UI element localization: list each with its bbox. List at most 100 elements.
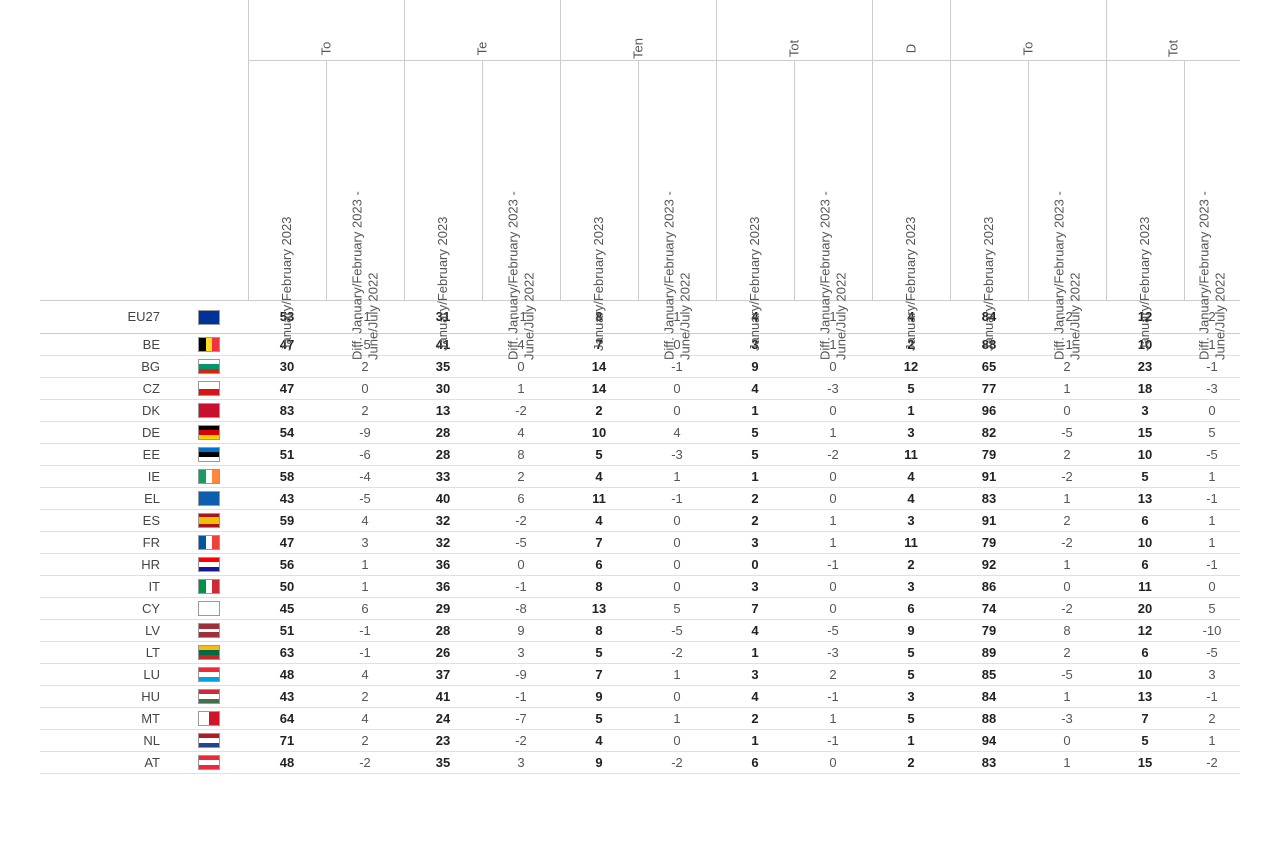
value-cell: 11: [1106, 575, 1184, 597]
country-code: CZ: [40, 377, 170, 399]
flag-ee: [198, 447, 220, 462]
table-row: FR47332-570311179-2101: [40, 531, 1240, 553]
value-cell: 13: [1106, 487, 1184, 509]
value-cell: 32: [404, 509, 482, 531]
value-cell: 6: [1106, 509, 1184, 531]
diff-cell: 3: [1184, 663, 1240, 685]
group-header: To: [950, 0, 1106, 60]
value-cell: 51: [248, 619, 326, 641]
table-row: HU43241-1904-1384113-1: [40, 685, 1240, 707]
diff-cell: 2: [1028, 641, 1106, 663]
value-cell: 3: [872, 685, 950, 707]
value-cell: 41: [404, 685, 482, 707]
value-cell: 84: [950, 685, 1028, 707]
value-cell: 28: [404, 619, 482, 641]
value-cell: 2: [716, 707, 794, 729]
value-cell: 79: [950, 443, 1028, 465]
diff-cell: 1: [1184, 729, 1240, 751]
value-cell: 56: [248, 553, 326, 575]
value-cell: 7: [560, 531, 638, 553]
diff-cell: -2: [1028, 465, 1106, 487]
value-cell: 18: [1106, 377, 1184, 399]
flag-eu27: [198, 310, 220, 325]
value-cell: 4: [560, 509, 638, 531]
value-cell: 59: [248, 509, 326, 531]
country-code: BG: [40, 355, 170, 377]
group-header: Ten: [560, 0, 716, 60]
value-cell: 43: [248, 685, 326, 707]
country-code: BE: [40, 333, 170, 355]
country-code: DE: [40, 421, 170, 443]
value-cell: 77: [950, 377, 1028, 399]
table-row: LU48437-97132585-5103: [40, 663, 1240, 685]
diff-cell: -2: [1184, 751, 1240, 773]
value-cell: 63: [248, 641, 326, 663]
diff-cell: 1: [794, 509, 872, 531]
group-header: Tot: [1106, 0, 1240, 60]
value-cell: 2: [716, 509, 794, 531]
value-cell: 6: [1106, 553, 1184, 575]
table-row: LV51-12898-54-5979812-10: [40, 619, 1240, 641]
value-cell: 10: [1106, 531, 1184, 553]
table-row: MT64424-75121588-372: [40, 707, 1240, 729]
diff-cell: 9: [482, 619, 560, 641]
country-code: IT: [40, 575, 170, 597]
value-cell: 6: [716, 751, 794, 773]
col-diff: Diff. January/February 2023 -June/July 2…: [482, 60, 560, 300]
value-cell: 36: [404, 553, 482, 575]
value-cell: 6: [560, 553, 638, 575]
value-cell: 79: [950, 531, 1028, 553]
value-cell: 3: [716, 575, 794, 597]
value-cell: 35: [404, 751, 482, 773]
value-cell: 91: [950, 509, 1028, 531]
diff-cell: -5: [482, 531, 560, 553]
value-cell: 85: [950, 663, 1028, 685]
sub-header-row: January/February 2023Diff. January/Febru…: [40, 60, 1240, 300]
value-cell: 28: [404, 443, 482, 465]
value-cell: 6: [1106, 641, 1184, 663]
value-cell: 3: [716, 531, 794, 553]
value-cell: 5: [1106, 729, 1184, 751]
value-cell: 3: [872, 575, 950, 597]
table-row: CZ4703011404-3577118-3: [40, 377, 1240, 399]
value-cell: 11: [872, 531, 950, 553]
flag-cz: [198, 381, 220, 396]
diff-cell: 1: [1184, 465, 1240, 487]
value-cell: 35: [404, 355, 482, 377]
diff-cell: 1: [794, 531, 872, 553]
col-diff: Diff. January/February 2023 -June/July 2…: [1184, 60, 1240, 300]
diff-cell: 3: [326, 531, 404, 553]
table-row: LT63-12635-21-358926-5: [40, 641, 1240, 663]
diff-cell: 0: [638, 685, 716, 707]
diff-cell: 4: [482, 421, 560, 443]
diff-cell: 0: [638, 399, 716, 421]
flag-lt: [198, 645, 220, 660]
country-code: FR: [40, 531, 170, 553]
diff-cell: 1: [794, 421, 872, 443]
diff-cell: 6: [326, 597, 404, 619]
col-current: January/February 2023: [560, 60, 638, 300]
diff-cell: -2: [326, 751, 404, 773]
value-cell: 29: [404, 597, 482, 619]
value-cell: 92: [950, 553, 1028, 575]
value-cell: 4: [716, 619, 794, 641]
diff-cell: -8: [482, 597, 560, 619]
value-cell: 4: [716, 377, 794, 399]
value-cell: 5: [716, 443, 794, 465]
diff-cell: 5: [1184, 421, 1240, 443]
value-cell: 23: [404, 729, 482, 751]
value-cell: 65: [950, 355, 1028, 377]
value-cell: 4: [872, 487, 950, 509]
value-cell: 86: [950, 575, 1028, 597]
diff-cell: 1: [638, 663, 716, 685]
col-current: January/February 2023: [872, 60, 950, 300]
diff-cell: 1: [326, 575, 404, 597]
value-cell: 5: [560, 707, 638, 729]
diff-cell: 0: [1028, 729, 1106, 751]
diff-cell: -1: [482, 575, 560, 597]
country-code: EE: [40, 443, 170, 465]
col-diff: Diff. January/February 2023 -June/July 2…: [326, 60, 404, 300]
flag-cy: [198, 601, 220, 616]
col-current: January/February 2023: [248, 60, 326, 300]
group-header: To: [248, 0, 404, 60]
